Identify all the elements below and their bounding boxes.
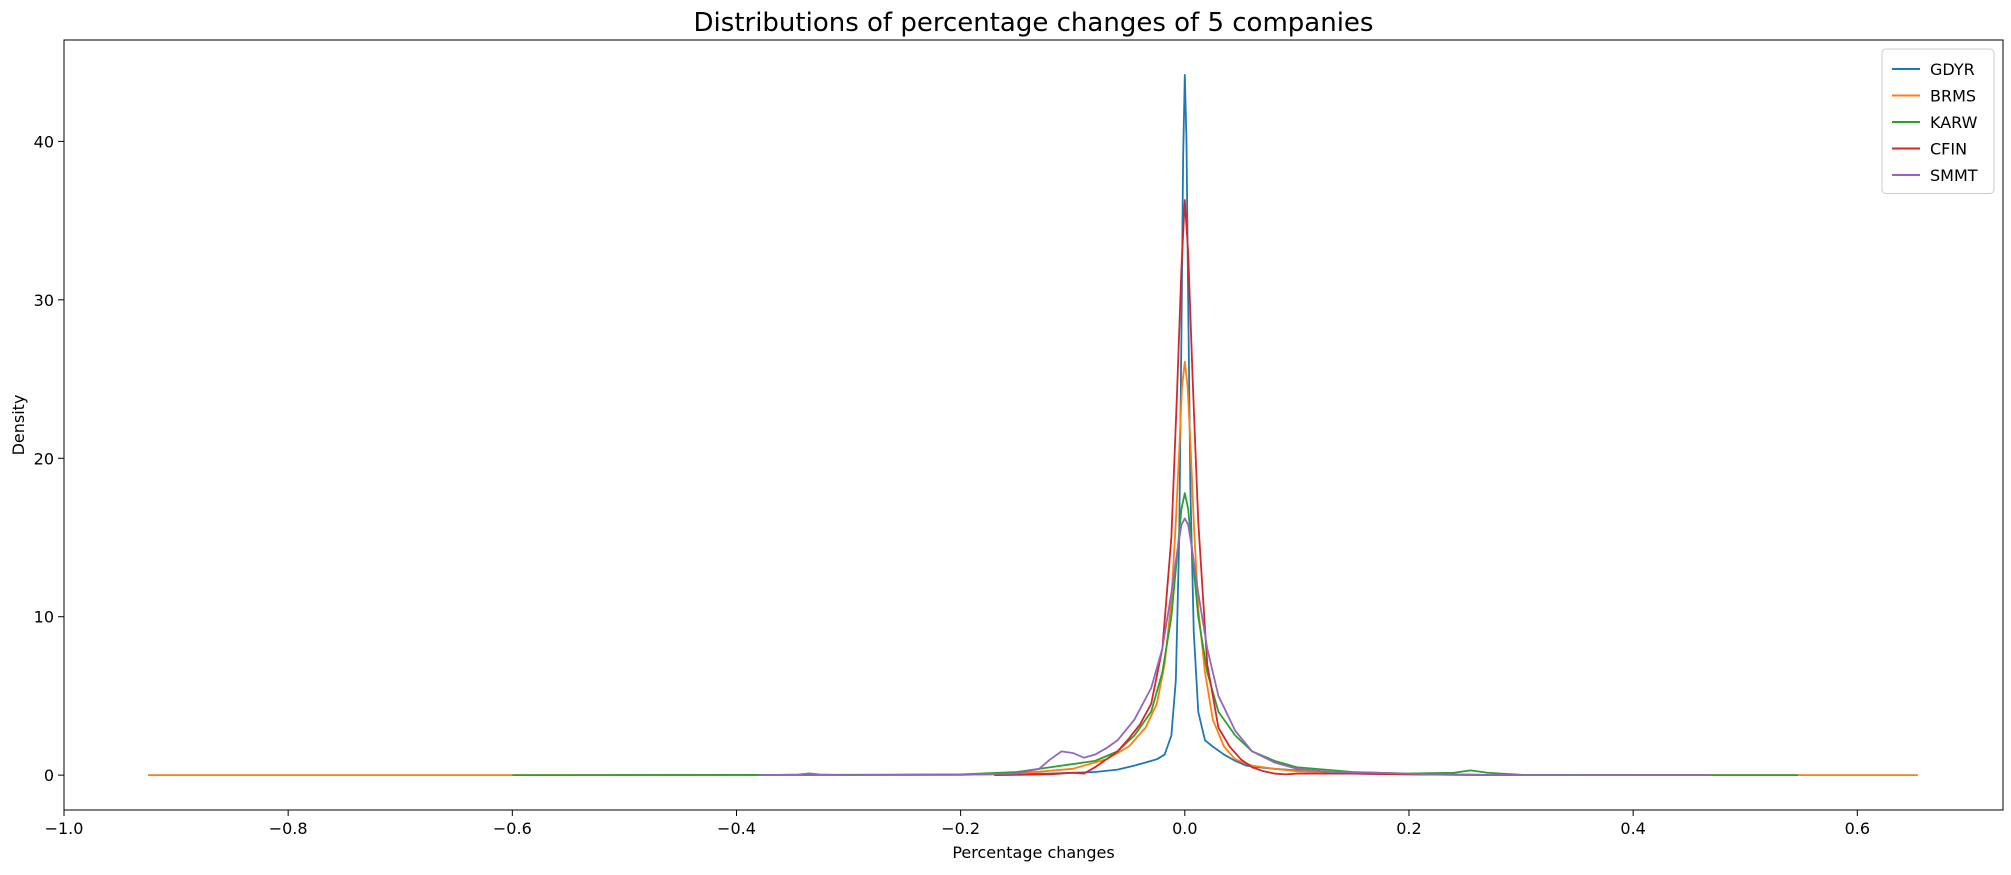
y-tick-label: 20 <box>34 449 54 468</box>
legend: GDYR BRMS KARW CFIN SMMT <box>1881 48 1995 194</box>
x-axis-ticks: −1.0 −0.8 −0.6 −0.4 −0.2 0.0 0.2 0.4 0.6 <box>45 810 1870 838</box>
x-tick-label: 0.2 <box>1396 819 1421 838</box>
legend-label-smmt: SMMT <box>1930 166 1978 185</box>
legend-label-cfin: CFIN <box>1930 140 1967 159</box>
x-tick-label: 0.6 <box>1845 819 1870 838</box>
legend-box <box>1881 48 1995 194</box>
x-tick-label: −0.8 <box>269 819 308 838</box>
y-tick-label: 30 <box>34 291 54 310</box>
y-tick-label: 0 <box>44 766 54 785</box>
y-axis-ticks: 0 10 20 30 40 <box>34 132 64 785</box>
y-tick-label: 10 <box>34 608 54 627</box>
chart-title: Distributions of percentage changes of 5… <box>694 8 1374 38</box>
y-tick-label: 40 <box>34 132 54 151</box>
legend-label-karw: KARW <box>1930 113 1978 132</box>
series-line-brms <box>148 360 1918 777</box>
series-line-smmt <box>758 517 1712 777</box>
x-tick-label: −0.4 <box>717 819 756 838</box>
series-line-cfin <box>994 199 1522 777</box>
x-tick-label: −1.0 <box>45 819 84 838</box>
plot-area <box>148 73 1918 777</box>
x-tick-label: 0.4 <box>1620 819 1645 838</box>
x-tick-label: −0.2 <box>941 819 980 838</box>
legend-label-gdyr: GDYR <box>1930 60 1975 79</box>
x-tick-label: −0.6 <box>493 819 532 838</box>
series-line-gdyr <box>758 73 1712 777</box>
x-axis-label: Percentage changes <box>952 843 1114 862</box>
x-tick-label: 0.0 <box>1172 819 1197 838</box>
y-axis-label: Density <box>9 395 28 456</box>
axes-frame <box>63 39 2004 811</box>
series-line-karw <box>512 492 1798 777</box>
legend-label-brms: BRMS <box>1930 87 1976 106</box>
